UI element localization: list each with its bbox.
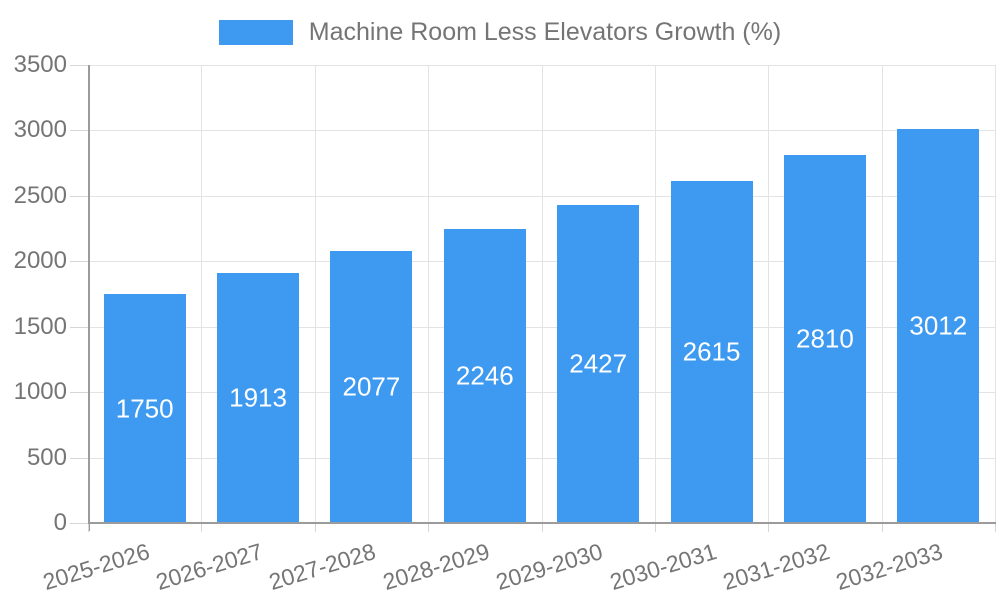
gridline-vertical bbox=[768, 65, 770, 523]
x-axis-tick bbox=[428, 524, 430, 532]
bar[interactable]: 2246 bbox=[443, 229, 526, 523]
bar-value-label: 2810 bbox=[796, 323, 854, 354]
y-axis-tick-label: 1500 bbox=[13, 312, 67, 340]
gridline-vertical bbox=[428, 65, 430, 523]
bar-value-label: 2246 bbox=[455, 360, 514, 391]
y-axis-tick bbox=[70, 130, 88, 132]
y-axis-tick-label: 3500 bbox=[13, 51, 67, 78]
gridline-vertical bbox=[201, 65, 203, 523]
y-axis-tick-label: 2000 bbox=[13, 247, 67, 275]
y-axis-tick-label: 1000 bbox=[13, 378, 67, 406]
y-axis-tick bbox=[70, 523, 88, 524]
x-axis-tick bbox=[201, 524, 203, 532]
bar[interactable]: 1750 bbox=[103, 294, 186, 523]
gridline-vertical bbox=[314, 65, 316, 523]
bar[interactable]: 2810 bbox=[783, 155, 866, 523]
bar-value-label: 2615 bbox=[682, 336, 741, 367]
bar-value-label: 3012 bbox=[909, 310, 968, 341]
y-axis-tick-label: 2500 bbox=[13, 181, 67, 209]
y-axis-tick-label: 3000 bbox=[13, 116, 67, 144]
bar[interactable]: 1913 bbox=[217, 272, 300, 523]
bar-value-label: 1750 bbox=[115, 393, 174, 423]
legend-swatch bbox=[218, 19, 293, 45]
x-axis-tick bbox=[541, 524, 543, 532]
x-axis-line bbox=[88, 522, 996, 524]
x-axis-tick bbox=[314, 524, 316, 532]
chart-legend[interactable]: Machine Room Less Elevators Growth (%) bbox=[0, 12, 1000, 52]
bar[interactable]: 2615 bbox=[670, 180, 753, 523]
bar-value-label: 2427 bbox=[569, 348, 628, 379]
gridline-vertical bbox=[881, 65, 883, 523]
bar[interactable]: 3012 bbox=[897, 128, 980, 523]
x-axis-tick bbox=[88, 524, 89, 532]
x-axis-tick bbox=[995, 524, 996, 532]
x-axis-tick bbox=[768, 524, 770, 532]
y-axis-tick bbox=[70, 65, 88, 66]
y-axis-tick bbox=[70, 457, 88, 459]
x-axis-tick bbox=[654, 524, 656, 532]
bar[interactable]: 2077 bbox=[330, 251, 413, 523]
y-axis-tick bbox=[70, 392, 88, 394]
y-axis-tick-label: 0 bbox=[53, 509, 67, 536]
y-axis-tick bbox=[70, 261, 88, 263]
gridline-vertical bbox=[654, 65, 656, 523]
bar-value-label: 1913 bbox=[229, 382, 287, 413]
bar-value-label: 2077 bbox=[342, 371, 401, 402]
y-axis-line bbox=[88, 65, 90, 531]
plot-area: 1750 1913 2077 2246 2427 2615 2810 3012 bbox=[88, 65, 996, 523]
y-axis-tick bbox=[70, 326, 88, 328]
y-axis-tick bbox=[70, 195, 88, 197]
chart-title: Machine Room Less Elevators Growth (%) bbox=[308, 17, 782, 46]
bar[interactable]: 2427 bbox=[557, 205, 640, 523]
y-axis-tick-label: 500 bbox=[26, 443, 67, 471]
gridline-vertical bbox=[541, 65, 543, 523]
x-axis-tick bbox=[881, 524, 883, 532]
gridline-vertical bbox=[995, 65, 996, 523]
